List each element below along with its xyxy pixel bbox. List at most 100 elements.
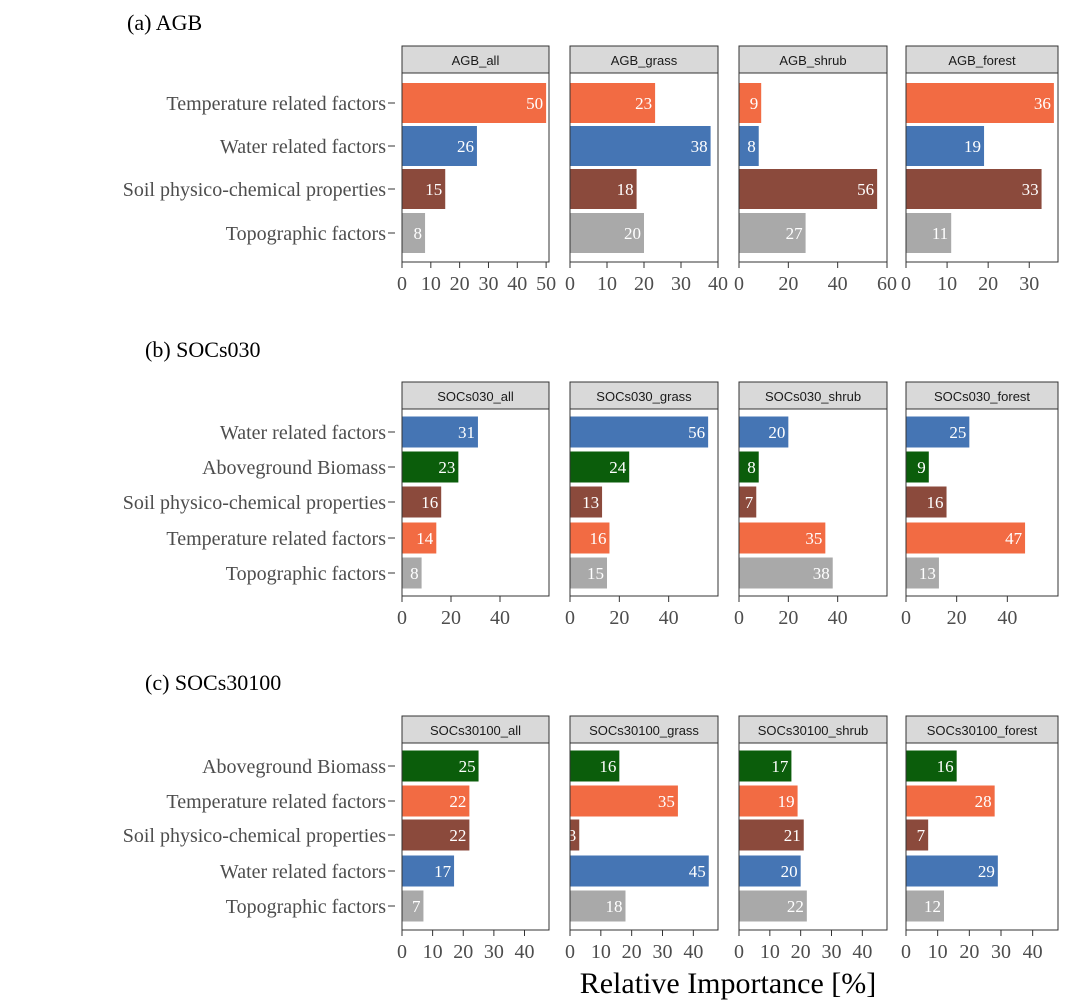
bar-aboveground-biomass [402,451,459,483]
bar-value-label: 23 [635,94,652,113]
bar-topographic-factors [402,890,424,922]
x-tick-label: 20 [450,273,470,295]
bar-soil-physico-chemical-properties [402,819,470,851]
bar-value-label: 56 [857,180,874,199]
bar-value-label: 7 [745,493,754,512]
bar-value-label: 50 [526,94,543,113]
bar-value-label: 26 [457,137,474,156]
chart-panel-1: (b) SOCs030 Water related factors Abovegro… [123,337,1059,629]
x-tick-label: 10 [928,941,948,963]
bar-temperature-related-factors [906,83,1054,123]
category-label-water-related-factors: Water related factors [220,422,386,444]
bar-value-label: 31 [458,423,475,442]
bar-value-label: 20 [624,224,641,243]
bar-value-label: 8 [747,458,756,477]
x-tick-label: 10 [760,941,780,963]
bar-aboveground-biomass [739,451,759,483]
bar-aboveground-biomass [402,750,479,782]
facet-frame [401,72,550,263]
facet-strip [905,715,1059,744]
bar-value-label: 13 [919,564,936,583]
bar-water-related-factors [739,126,759,166]
x-tick-label: 0 [901,941,911,963]
x-tick-label: 30 [653,941,673,963]
bar-value-label: 14 [416,529,434,548]
x-tick-label: 20 [959,941,979,963]
category-label-temperature-related-factors: Temperature related factors [166,528,386,550]
bar-value-label: 18 [617,180,634,199]
bar-temperature-related-factors [570,83,656,123]
bar-value-label: 17 [434,862,452,881]
category-label-soil-physico-chemical-properties: Soil physico-chemical properties [123,825,386,847]
category-label-soil-physico-chemical-properties: Soil physico-chemical properties [123,179,386,201]
x-tick-label: 40 [659,607,679,629]
bar-value-label: 8 [747,137,756,156]
bar-value-label: 38 [813,564,830,583]
bar-value-label: 29 [978,862,995,881]
category-label-temperature-related-factors: Temperature related factors [166,791,386,813]
facet-agb-grass: AGB_grass 23 38 18 20 0 10 20 30 40 [565,45,728,295]
bar-water-related-factors [570,416,709,448]
bar-water-related-factors [402,126,477,166]
bar-value-label: 22 [449,826,466,845]
bar-temperature-related-factors [570,522,610,554]
facet-socs30100-forest: SOCs30100_forest 16 28 7 29 12 0 10 20 30 40 [901,715,1059,963]
bar-topographic-factors [570,557,607,589]
x-tick-label: 0 [734,941,744,963]
bar-temperature-related-factors [570,785,678,817]
facet-strip [738,45,888,74]
bar-value-label: 20 [768,423,785,442]
bar-water-related-factors [906,416,970,448]
bar-value-label: 9 [917,458,926,477]
bar-water-related-factors [570,126,711,166]
bar-value-label: 8 [414,224,423,243]
facet-strip [905,45,1059,74]
bar-value-label: 45 [689,862,706,881]
x-tick-label: 0 [397,941,407,963]
bar-water-related-factors [739,416,789,448]
chart-panel-0: (a) AGB Temperature related factors Water … [123,10,1059,295]
bar-water-related-factors [739,855,801,887]
bar-water-related-factors [402,855,455,887]
bar-temperature-related-factors [402,83,547,123]
facet-frame [738,742,888,931]
x-tick-label: 40 [490,607,510,629]
facet-agb-forest: AGB_forest 36 19 33 11 0 10 20 30 [901,45,1059,295]
bar-topographic-factors [739,213,806,253]
facet-socs30100-shrub: SOCs30100_shrub 17 19 21 20 22 0 10 20 30 40 [734,715,888,963]
bar-topographic-factors [570,890,626,922]
bar-value-label: 19 [964,137,981,156]
x-tick-label: 30 [991,941,1011,963]
x-tick-label: 0 [565,273,575,295]
bar-temperature-related-factors [739,785,798,817]
bar-topographic-factors [906,213,952,253]
category-label-soil-physico-chemical-properties: Soil physico-chemical properties [123,492,386,514]
x-tick-label: 10 [423,941,443,963]
facet-strip [738,381,888,410]
x-tick-label: 20 [778,273,798,295]
x-tick-label: 40 [1023,941,1043,963]
bar-value-label: 22 [787,897,804,916]
facet-frame [401,742,550,931]
bar-soil-physico-chemical-properties [906,819,929,851]
bar-value-label: 3 [568,826,577,845]
bar-temperature-related-factors [402,522,437,554]
bar-aboveground-biomass [570,451,630,483]
bar-soil-physico-chemical-properties [906,486,947,518]
facet-socs030-shrub: SOCs030_shrub 20 8 7 35 38 0 20 40 [734,381,888,629]
bar-value-label: 22 [449,792,466,811]
facet-strip [738,715,888,744]
facet-strip-label: SOCs030_forest [934,389,1030,404]
category-label-topographic-factors: Topographic factors [226,896,386,918]
bar-value-label: 56 [688,423,705,442]
bar-value-label: 12 [924,897,941,916]
bar-temperature-related-factors [906,522,1026,554]
facet-strip-label: SOCs30100_shrub [758,723,869,738]
bar-value-label: 33 [1022,180,1039,199]
x-axis-title: Relative Importance [%] [580,967,877,1000]
bar-value-label: 16 [927,493,944,512]
x-tick-label: 20 [441,607,461,629]
x-tick-label: 20 [978,273,998,295]
facet-strip-label: AGB_grass [611,53,678,68]
bar-value-label: 27 [786,224,804,243]
